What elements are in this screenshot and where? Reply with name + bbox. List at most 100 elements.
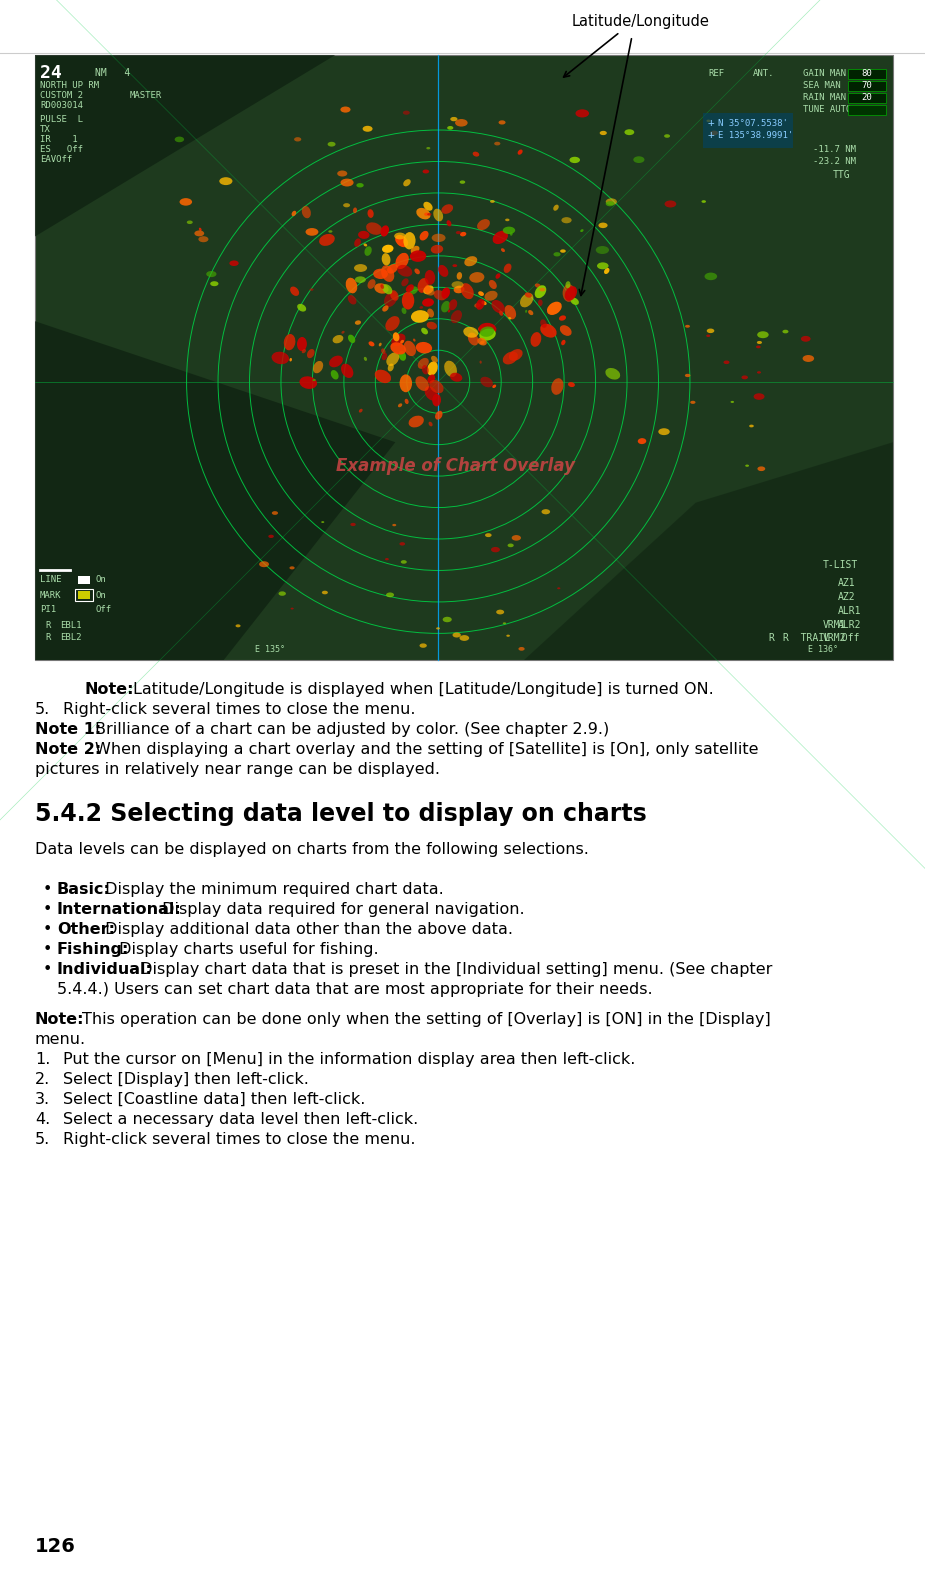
Ellipse shape — [455, 119, 468, 127]
Ellipse shape — [559, 316, 566, 321]
Text: 5.4.4.) Users can set chart data that are most appropriate for their needs.: 5.4.4.) Users can set chart data that ar… — [57, 982, 653, 997]
Ellipse shape — [634, 156, 645, 163]
Text: pictures in relatively near range can be displayed.: pictures in relatively near range can be… — [35, 762, 440, 777]
Ellipse shape — [510, 233, 512, 236]
Text: •: • — [43, 942, 53, 957]
Ellipse shape — [373, 269, 388, 278]
Ellipse shape — [731, 401, 734, 402]
Ellipse shape — [469, 272, 485, 283]
Ellipse shape — [327, 141, 336, 146]
Text: TX: TX — [40, 126, 51, 135]
Text: menu.: menu. — [35, 1031, 86, 1047]
Ellipse shape — [424, 201, 433, 211]
Text: ANT.: ANT. — [753, 69, 774, 77]
Ellipse shape — [206, 270, 216, 277]
Bar — [75, 590, 93, 601]
Ellipse shape — [386, 593, 394, 597]
Ellipse shape — [450, 310, 462, 324]
Ellipse shape — [378, 343, 382, 346]
Bar — [78, 591, 90, 599]
Ellipse shape — [659, 428, 670, 435]
Ellipse shape — [557, 588, 561, 590]
Text: TUNE AUTO: TUNE AUTO — [803, 104, 851, 113]
Ellipse shape — [475, 303, 480, 308]
Ellipse shape — [300, 376, 317, 388]
Ellipse shape — [422, 365, 428, 374]
Ellipse shape — [457, 272, 462, 280]
Ellipse shape — [447, 126, 453, 130]
Ellipse shape — [428, 421, 433, 426]
Ellipse shape — [757, 341, 762, 344]
Ellipse shape — [432, 234, 446, 242]
Text: 5.: 5. — [35, 1132, 50, 1148]
Ellipse shape — [758, 332, 769, 338]
Text: N 35°07.5538': N 35°07.5538' — [718, 118, 788, 127]
Text: Right-click several times to close the menu.: Right-click several times to close the m… — [63, 1132, 415, 1148]
Ellipse shape — [528, 310, 534, 314]
Ellipse shape — [707, 329, 714, 333]
Ellipse shape — [637, 439, 647, 445]
Ellipse shape — [393, 332, 400, 341]
Polygon shape — [35, 55, 395, 660]
Ellipse shape — [401, 278, 409, 286]
Ellipse shape — [451, 281, 463, 288]
Ellipse shape — [496, 274, 500, 278]
Ellipse shape — [340, 179, 353, 187]
Ellipse shape — [187, 220, 192, 225]
Ellipse shape — [425, 212, 429, 215]
Text: Fishing:: Fishing: — [57, 942, 130, 957]
Ellipse shape — [503, 226, 515, 234]
Text: T-LIST: T-LIST — [823, 560, 858, 571]
Ellipse shape — [599, 130, 607, 135]
Ellipse shape — [387, 352, 400, 366]
Ellipse shape — [664, 201, 676, 208]
Ellipse shape — [441, 204, 453, 214]
Text: AZ1: AZ1 — [838, 578, 856, 588]
Text: R: R — [45, 621, 50, 629]
Ellipse shape — [424, 286, 435, 296]
Ellipse shape — [236, 624, 240, 627]
Ellipse shape — [690, 401, 696, 404]
Ellipse shape — [464, 256, 477, 266]
Ellipse shape — [580, 230, 584, 233]
Text: •: • — [43, 902, 53, 916]
Ellipse shape — [321, 522, 325, 523]
Ellipse shape — [403, 233, 415, 250]
Ellipse shape — [401, 340, 404, 344]
Ellipse shape — [531, 332, 541, 347]
Text: LINE: LINE — [40, 575, 61, 585]
Ellipse shape — [596, 247, 609, 255]
Ellipse shape — [504, 264, 512, 274]
Ellipse shape — [409, 415, 424, 428]
Ellipse shape — [395, 234, 408, 247]
Ellipse shape — [294, 137, 302, 141]
Ellipse shape — [219, 178, 232, 185]
Ellipse shape — [333, 335, 343, 343]
Ellipse shape — [381, 266, 394, 281]
Ellipse shape — [443, 616, 451, 623]
Ellipse shape — [198, 236, 208, 242]
Ellipse shape — [400, 542, 405, 545]
Ellipse shape — [685, 325, 690, 327]
Ellipse shape — [597, 263, 609, 269]
Text: -11.7 NM: -11.7 NM — [813, 145, 856, 154]
Ellipse shape — [401, 308, 406, 314]
Ellipse shape — [408, 286, 418, 294]
Ellipse shape — [382, 305, 388, 311]
Ellipse shape — [395, 253, 409, 269]
Ellipse shape — [504, 305, 516, 319]
Ellipse shape — [525, 310, 527, 313]
Ellipse shape — [397, 264, 413, 277]
Ellipse shape — [505, 219, 510, 222]
Ellipse shape — [351, 523, 356, 527]
Ellipse shape — [491, 547, 500, 552]
Ellipse shape — [500, 311, 503, 316]
Text: Display chart data that is preset in the [Individual setting] menu. (See chapter: Display chart data that is preset in the… — [135, 962, 772, 978]
Ellipse shape — [742, 376, 748, 379]
Ellipse shape — [375, 369, 391, 384]
Ellipse shape — [423, 170, 429, 173]
Ellipse shape — [431, 355, 438, 363]
Ellipse shape — [348, 296, 356, 305]
Ellipse shape — [291, 211, 296, 217]
Ellipse shape — [341, 330, 345, 333]
